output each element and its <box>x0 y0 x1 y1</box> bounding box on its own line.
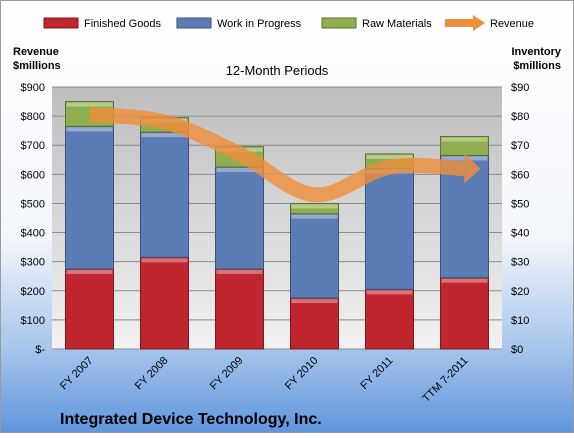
bar-highlight <box>66 127 113 132</box>
legend-swatch-finished-goods <box>43 17 79 29</box>
left-tick-label: $400 <box>21 228 45 240</box>
bar-work-in-progress <box>65 125 114 270</box>
bar-finished-goods <box>440 277 489 350</box>
bar-highlight <box>141 258 188 263</box>
left-tick-label: $300 <box>21 257 45 269</box>
bar-work-in-progress <box>365 168 414 290</box>
bar-finished-goods <box>215 268 264 350</box>
right-tick-label: $0 <box>511 344 523 356</box>
legend: Finished Goods Work in Progress Raw Materi… <box>43 15 534 31</box>
bar-highlight <box>441 137 488 142</box>
right-tick-label: $20 <box>511 286 529 298</box>
bar-highlight <box>216 168 263 173</box>
bar-finished-goods <box>65 268 114 350</box>
left-tick-label: $200 <box>21 286 45 298</box>
bar-work-in-progress <box>215 166 264 270</box>
legend-swatch-work-in-progress <box>176 17 212 29</box>
bar-highlight <box>291 299 338 304</box>
bar-highlight <box>66 269 113 274</box>
bar-highlight <box>366 290 413 295</box>
bar-work-in-progress <box>140 131 189 258</box>
bar-highlight <box>141 133 188 138</box>
bar-work-in-progress <box>290 213 339 299</box>
legend-arrow-revenue <box>473 15 485 31</box>
bar-highlight <box>291 204 338 209</box>
legend-label-raw-materials: Raw Materials <box>362 18 432 30</box>
right-tick-label: $50 <box>511 198 529 210</box>
right-tick-label: $10 <box>511 315 529 327</box>
left-tick-label: $800 <box>21 111 45 123</box>
bar-finished-goods <box>290 297 339 350</box>
right-tick-label: $70 <box>511 140 529 152</box>
bar-highlight <box>66 102 113 107</box>
legend-label-finished-goods: Finished Goods <box>84 18 162 30</box>
company-name: Integrated Device Technology, Inc. <box>60 411 322 428</box>
bar-finished-goods <box>365 288 414 350</box>
left-axis-title: Revenue <box>13 46 59 58</box>
right-axis-ticks: $0 $10 $20 $30 $40 $50 $60 $70 $80 $90 <box>511 82 529 356</box>
left-tick-label: $500 <box>21 198 45 210</box>
left-tick-label: $100 <box>21 315 45 327</box>
right-tick-label: $30 <box>511 257 529 269</box>
revenue-line <box>88 107 465 203</box>
bar-highlight <box>216 269 263 274</box>
legend-label-work-in-progress: Work in Progress <box>217 18 302 30</box>
bar-raw-materials <box>290 202 339 215</box>
left-tick-label: $600 <box>21 169 45 181</box>
chart-title: 12-Month Periods <box>226 63 329 78</box>
revenue-line-layer <box>88 107 481 203</box>
right-axis-unit: $millions <box>513 60 561 72</box>
left-axis-unit: $millions <box>13 60 61 72</box>
right-tick-label: $90 <box>511 82 529 94</box>
bar-highlight <box>291 214 338 219</box>
left-tick-label: $700 <box>21 140 45 152</box>
bar-highlight <box>366 154 413 159</box>
left-axis-ticks: $- $100 $200 $300 $400 $500 $600 $700 $800 $900 <box>21 82 46 356</box>
bar-finished-goods <box>140 256 189 350</box>
revenue-arrowhead <box>464 153 481 184</box>
left-tick-label: $900 <box>21 82 45 94</box>
plot-area <box>52 87 502 349</box>
right-tick-label: $40 <box>511 228 529 240</box>
bar-highlight <box>441 156 488 161</box>
legend-label-revenue: Revenue <box>490 18 534 30</box>
right-tick-label: $60 <box>511 169 529 181</box>
bars <box>65 101 489 350</box>
legend-swatch-raw-materials <box>321 17 357 29</box>
right-axis-title: Inventory <box>511 46 561 58</box>
left-tick-label: $- <box>35 344 45 356</box>
right-tick-label: $80 <box>511 111 529 123</box>
bar-highlight <box>441 278 488 283</box>
